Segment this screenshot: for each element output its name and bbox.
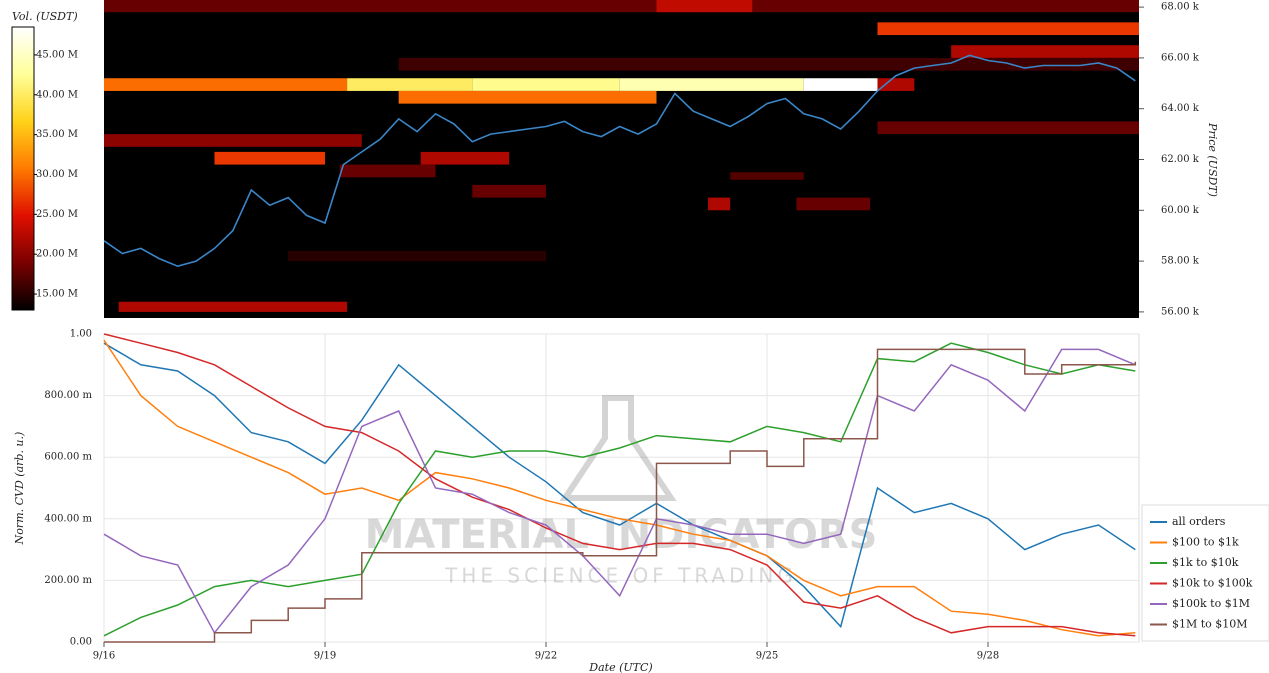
y-tick-label: 64.00 k [1161,103,1200,114]
heat-cell [877,121,1139,135]
heat-cell [339,164,436,178]
heat-cell [104,78,348,91]
legend-label: all orders [1172,515,1226,528]
colorbar-tick-label: 25.00 M [36,209,78,220]
x-tick-label: 9/16 [93,651,115,662]
watermark-subtitle: THE SCIENCE OF TRADING [444,564,797,588]
heat-cell [951,45,1139,58]
y-tick-label: 60.00 k [1161,205,1200,216]
legend-label: $10k to $100k [1172,577,1253,590]
y-tick-label: 68.00 k [1161,2,1200,13]
y-axis-label: Norm. CVD (arb. u.) [13,432,26,546]
y-tick-label: 56.00 k [1161,306,1200,317]
plot-background [103,333,1140,643]
colorbar-tick-label: 40.00 M [36,89,78,100]
y-tick-label: 200.00 m [44,575,92,586]
x-tick-label: 9/28 [977,651,999,662]
heat-cell [118,301,348,312]
cvd-line [103,339,1136,637]
heat-cell [708,197,731,211]
colorbar-tick-label: 45.00 M [36,49,78,60]
colorbar-tick-label: 30.00 M [36,169,78,180]
heat-cell [472,184,546,198]
heat-cell [877,78,915,91]
heat-cell [104,0,1139,13]
y-tick-label: 66.00 k [1161,52,1200,63]
y-tick-label: 62.00 k [1161,154,1200,165]
x-tick-label: 9/22 [535,651,557,662]
cvd-line [104,348,1137,643]
cvd-line [103,342,1136,629]
x-tick-label: 9/19 [314,651,336,662]
heat-cell [214,151,325,165]
price-line [103,54,1136,268]
cvd-line [103,342,1136,637]
x-tick-label: 9/25 [756,651,778,662]
y-tick-label: 1.00 [70,329,92,340]
watermark-logo [559,395,677,501]
heat-cell [796,197,871,211]
colorbar-tick-label: 35.00 M [36,129,78,140]
legend-label: $100 to $1k [1172,536,1239,549]
heat-cell [398,90,657,104]
x-axis-label: Date (UTC) [588,661,652,673]
heat-cell [347,78,473,91]
legend [1141,504,1269,642]
y-tick-label: 58.00 k [1161,256,1200,267]
y-tick-label: 800.00 m [44,390,92,401]
heat-cell [288,250,546,262]
y-tick-label: 400.00 m [44,513,92,524]
colorbar-tick-label: 20.00 M [36,249,78,260]
heat-cell [877,22,1139,36]
y-axis-label: Price (USDT) [1206,122,1219,197]
heat-cell [803,78,878,91]
cvd-line [103,333,1136,637]
y-tick-label: 0.00 [70,637,92,648]
heat-cell [104,134,362,147]
legend-label: $1k to $10k [1172,556,1239,569]
heat-cell [730,172,804,180]
colorbar-tick-label: 15.00 M [36,289,78,300]
heat-cell [656,0,753,13]
y-tick-label: 600.00 m [44,452,92,463]
cvd-line [103,348,1136,635]
heat-cell [420,151,510,165]
legend-label: $100k to $1M [1172,597,1250,610]
heat-cell [619,78,804,91]
legend-label: $1M to $10M [1172,618,1248,631]
colorbar-title: Vol. (USDT) [12,10,78,23]
heat-cell [472,78,620,91]
colorbar [11,26,35,311]
heat-cell [398,57,1139,71]
